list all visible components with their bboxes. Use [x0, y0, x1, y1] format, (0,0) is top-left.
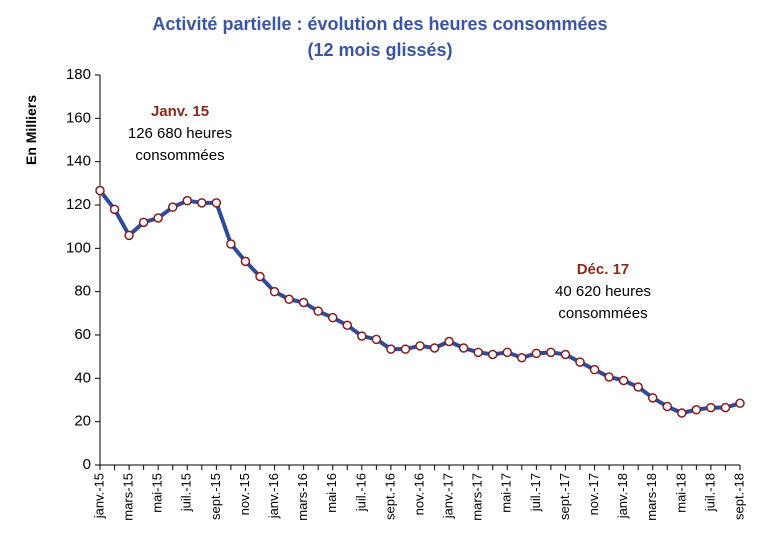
x-tick-label: mai-17	[499, 473, 514, 513]
y-tick-label: 140	[66, 153, 91, 170]
marker	[386, 344, 396, 354]
x-tick-label: juil.-17	[528, 473, 543, 512]
marker	[531, 348, 542, 359]
marker	[473, 347, 483, 358]
marker	[357, 331, 367, 341]
chart-title: Activité partielle : évolution des heure…	[152, 14, 607, 34]
x-tick-label: sept.-15	[208, 473, 223, 520]
marker	[240, 256, 251, 267]
marker	[211, 198, 222, 208]
y-tick-label: 0	[83, 456, 91, 473]
x-tick-label: mai-18	[673, 473, 688, 513]
marker	[517, 353, 527, 363]
x-tick-label: janv.-17	[441, 473, 456, 519]
x-tick-label: mai-16	[324, 473, 339, 513]
marker	[109, 204, 120, 215]
marker	[429, 343, 440, 353]
x-tick-label: sept.-16	[382, 473, 397, 520]
x-tick-label: janv.-18	[615, 473, 630, 519]
marker	[124, 230, 134, 241]
annotation-text: 40 620 heures	[555, 283, 651, 300]
marker	[298, 297, 309, 308]
marker	[575, 357, 585, 367]
y-tick-label: 160	[66, 109, 91, 126]
y-tick-label: 120	[66, 196, 91, 213]
marker	[633, 382, 643, 392]
x-tick-label: nov.-16	[411, 473, 426, 515]
marker	[415, 341, 425, 351]
marker	[255, 271, 265, 282]
annotation-title: Janv. 15	[151, 103, 209, 120]
marker	[167, 202, 178, 212]
marker	[284, 294, 294, 304]
chart-title: (12 mois glissés)	[307, 40, 452, 60]
marker	[487, 349, 498, 360]
marker	[371, 334, 382, 345]
marker	[269, 286, 280, 297]
marker	[342, 320, 353, 330]
marker	[604, 372, 614, 382]
annotation-text: 126 680 heures	[128, 125, 232, 142]
y-tick-label: 40	[74, 369, 91, 386]
marker	[589, 364, 600, 375]
marker	[95, 185, 105, 196]
y-tick-label: 60	[74, 326, 91, 343]
annotation-title: Déc. 17	[577, 261, 630, 278]
x-tick-label: mars-17	[470, 473, 485, 521]
y-tick-label: 80	[74, 283, 91, 300]
x-tick-label: juil.-18	[702, 473, 717, 512]
y-tick-label: 180	[66, 66, 91, 83]
x-tick-label: mai-15	[150, 473, 165, 513]
line	[98, 189, 741, 415]
marker	[327, 312, 338, 323]
annotation-text: consommées	[558, 305, 647, 322]
marker	[153, 213, 163, 223]
marker	[313, 306, 323, 316]
marker	[662, 401, 673, 412]
x-tick-label: nov.-17	[586, 473, 601, 515]
marker	[720, 402, 731, 413]
marker	[706, 402, 716, 413]
marker	[458, 343, 469, 353]
marker	[502, 347, 513, 358]
marker	[618, 375, 629, 386]
marker	[560, 349, 571, 360]
x-tick-label: mars-15	[121, 473, 136, 521]
x-tick-label: janv.-16	[266, 473, 281, 519]
marker	[444, 336, 454, 347]
marker	[691, 405, 702, 415]
marker	[546, 347, 556, 358]
y-tick-label: 20	[74, 413, 91, 430]
x-tick-label: nov.-15	[237, 473, 252, 515]
marker	[400, 344, 411, 354]
x-tick-label: sept.-18	[731, 473, 746, 520]
marker	[735, 398, 745, 408]
y-axis-label: En Milliers	[23, 95, 39, 165]
x-tick-label: juil.-16	[353, 473, 368, 512]
y-tick-label: 100	[66, 239, 91, 256]
marker	[138, 217, 149, 228]
marker	[677, 408, 687, 418]
x-tick-label: sept.-17	[557, 473, 572, 520]
x-tick-label: mars-16	[295, 473, 310, 521]
marker	[182, 195, 193, 206]
marker	[226, 239, 236, 249]
marker	[197, 198, 207, 208]
x-tick-label: janv.-15	[91, 473, 106, 519]
marker	[647, 393, 658, 403]
x-tick-label: juil.-15	[179, 473, 194, 512]
x-tick-label: mars-18	[644, 473, 659, 521]
annotation-text: consommées	[135, 147, 224, 164]
